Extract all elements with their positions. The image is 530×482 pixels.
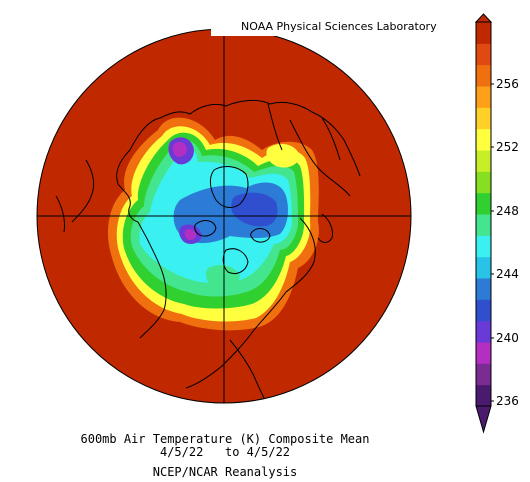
contour-magenta-northeast xyxy=(172,142,187,157)
colorbar-outline xyxy=(475,21,492,407)
colorbar-segment xyxy=(476,22,491,44)
colorbar-tick-label: 256 xyxy=(496,77,519,91)
contour-magenta-west xyxy=(184,229,196,240)
caption-source: NCEP/NCAR Reanalysis xyxy=(152,465,298,479)
colorbar-segment xyxy=(476,64,491,87)
colorbar-max-arrow xyxy=(474,13,493,23)
credit-label: NOAA Physical Sciences Laboratory xyxy=(211,18,437,36)
temperature-field xyxy=(107,117,319,331)
coastlines xyxy=(55,99,361,403)
colorbar-min-arrow xyxy=(475,405,492,434)
colorbar-tick-label: 240 xyxy=(496,331,519,345)
colorbar-segment xyxy=(476,86,491,108)
colorbar-segment xyxy=(476,171,491,194)
colorbar-segment xyxy=(476,363,491,386)
colorbar-tick-label: 252 xyxy=(496,140,519,154)
contour-yellow-east xyxy=(266,143,300,168)
colorbar-segment xyxy=(476,342,491,364)
colorbar-segment xyxy=(476,150,491,172)
colorbar-segment xyxy=(476,128,491,151)
colorbar-segment xyxy=(476,256,491,279)
colorbar-segment xyxy=(476,43,491,66)
colorbar: 236 240 244 248 252 256 xyxy=(474,13,519,434)
colorbar-segment xyxy=(476,235,491,258)
colorbar-segment xyxy=(476,278,491,300)
colorbar-segment xyxy=(476,214,491,236)
colorbar-segment xyxy=(476,192,491,215)
colorbar-segment xyxy=(476,107,491,130)
caption-dates: 4/5/22 to 4/5/22 xyxy=(159,445,291,459)
colorbar-tick-label: 244 xyxy=(496,267,519,281)
colorbar-segment xyxy=(476,299,491,322)
colorbar-tick-label: 236 xyxy=(496,394,519,408)
colorbar-tick-label: 248 xyxy=(496,204,519,218)
colorbar-segment xyxy=(476,320,491,343)
contour-lightgreen-south xyxy=(206,265,240,290)
colorbar-segment xyxy=(476,384,491,407)
caption-title: 600mb Air Temperature (K) Composite Mean xyxy=(80,432,370,446)
